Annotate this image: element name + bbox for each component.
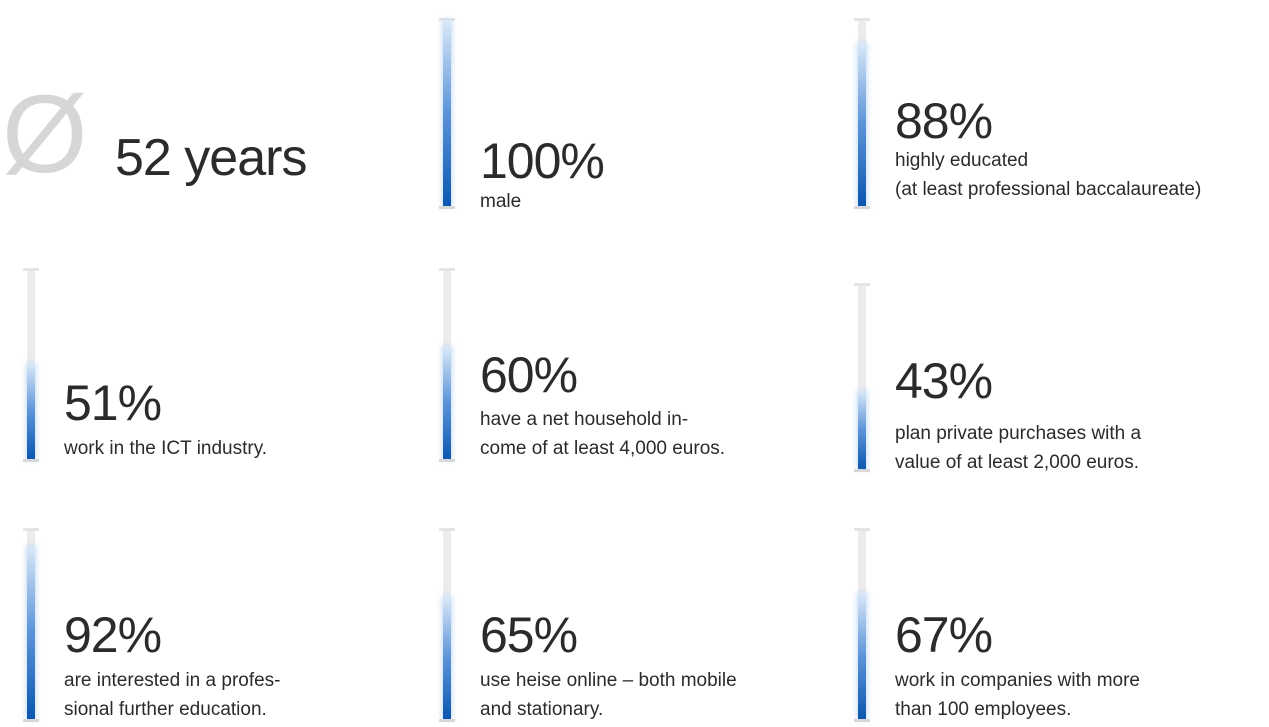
percentage: 43% (895, 353, 992, 409)
bar-cap (854, 469, 870, 472)
bar-fill (27, 545, 35, 720)
bar-fill (443, 20, 451, 207)
description: work in the ICT industry. (63, 438, 267, 459)
percentage: 65% (480, 607, 577, 663)
bar-cap (439, 268, 455, 271)
bar-cap (854, 206, 870, 209)
description: are interested in a profes- (64, 670, 281, 691)
bar-cap (854, 528, 870, 531)
percentage: 51% (64, 375, 161, 431)
bar-cap (23, 719, 39, 722)
percentage: 88% (895, 93, 992, 149)
bar-cap (23, 268, 39, 271)
description: male (480, 191, 521, 212)
bar-fill (858, 390, 866, 470)
bar-cap (23, 459, 39, 462)
bar-cap (439, 206, 455, 209)
average-symbol: Ø (2, 73, 88, 196)
bar-track (858, 285, 866, 470)
bar-cap (439, 18, 455, 21)
bar-fill (443, 346, 451, 460)
description: have a net household in- (480, 409, 688, 430)
bar-cap (854, 18, 870, 21)
bar-fill (27, 363, 35, 460)
bar-cap (23, 528, 39, 531)
percentage: 60% (480, 347, 577, 403)
percentage: 92% (64, 607, 161, 663)
description: (at least professional baccalaureate) (895, 179, 1201, 200)
bar-cap (854, 283, 870, 286)
description: plan private purchases with a (895, 423, 1142, 444)
bar-fill (858, 42, 866, 207)
description: and stationary. (480, 699, 603, 720)
bar-cap (439, 528, 455, 531)
average-age: 52 years (115, 129, 306, 187)
description: come of at least 4,000 euros. (480, 438, 725, 459)
description: value of at least 2,000 euros. (895, 452, 1139, 473)
bar-cap (439, 459, 455, 462)
percentage: 100% (480, 133, 604, 189)
bar-fill (443, 596, 451, 720)
description: sional further education. (64, 699, 267, 720)
description: use heise online – both mobile (480, 670, 737, 691)
description: highly educated (895, 150, 1028, 171)
description: work in companies with more (894, 670, 1140, 691)
bar-fill (858, 592, 866, 720)
percentage: 67% (895, 607, 992, 663)
description: than 100 employees. (895, 699, 1071, 720)
bar-cap (854, 719, 870, 722)
bar-cap (439, 719, 455, 722)
